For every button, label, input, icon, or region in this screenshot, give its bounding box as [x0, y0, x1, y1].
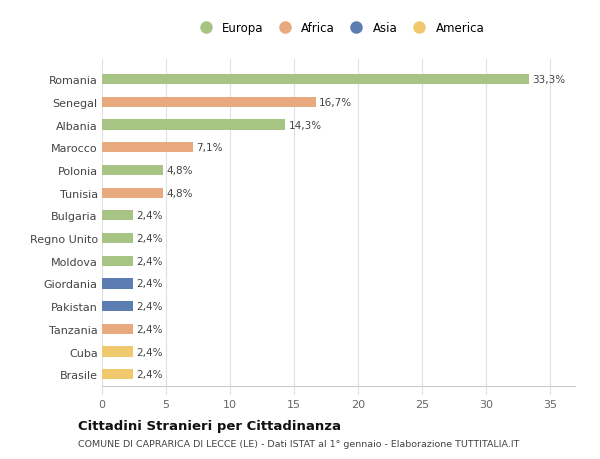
Text: 2,4%: 2,4% — [136, 324, 163, 334]
Bar — [102, 75, 529, 85]
Bar — [102, 166, 163, 176]
Text: 2,4%: 2,4% — [136, 279, 163, 289]
Text: 4,8%: 4,8% — [167, 166, 193, 176]
Text: 2,4%: 2,4% — [136, 302, 163, 312]
Text: 7,1%: 7,1% — [196, 143, 223, 153]
Text: 16,7%: 16,7% — [319, 98, 352, 107]
Text: 2,4%: 2,4% — [136, 211, 163, 221]
Text: 2,4%: 2,4% — [136, 347, 163, 357]
Text: Cittadini Stranieri per Cittadinanza: Cittadini Stranieri per Cittadinanza — [78, 419, 341, 432]
Bar — [102, 369, 133, 380]
Legend: Europa, Africa, Asia, America: Europa, Africa, Asia, America — [190, 19, 488, 39]
Bar — [102, 188, 163, 198]
Bar — [102, 256, 133, 266]
Text: COMUNE DI CAPRARICA DI LECCE (LE) - Dati ISTAT al 1° gennaio - Elaborazione TUTT: COMUNE DI CAPRARICA DI LECCE (LE) - Dati… — [78, 439, 520, 448]
Bar — [102, 143, 193, 153]
Text: 2,4%: 2,4% — [136, 234, 163, 244]
Bar — [102, 302, 133, 312]
Bar — [102, 324, 133, 334]
Bar — [102, 279, 133, 289]
Bar — [102, 234, 133, 244]
Text: 4,8%: 4,8% — [167, 188, 193, 198]
Bar — [102, 211, 133, 221]
Text: 33,3%: 33,3% — [532, 75, 565, 85]
Text: 14,3%: 14,3% — [289, 120, 322, 130]
Bar — [102, 347, 133, 357]
Bar — [102, 98, 316, 108]
Bar — [102, 120, 285, 130]
Text: 2,4%: 2,4% — [136, 256, 163, 266]
Text: 2,4%: 2,4% — [136, 369, 163, 380]
